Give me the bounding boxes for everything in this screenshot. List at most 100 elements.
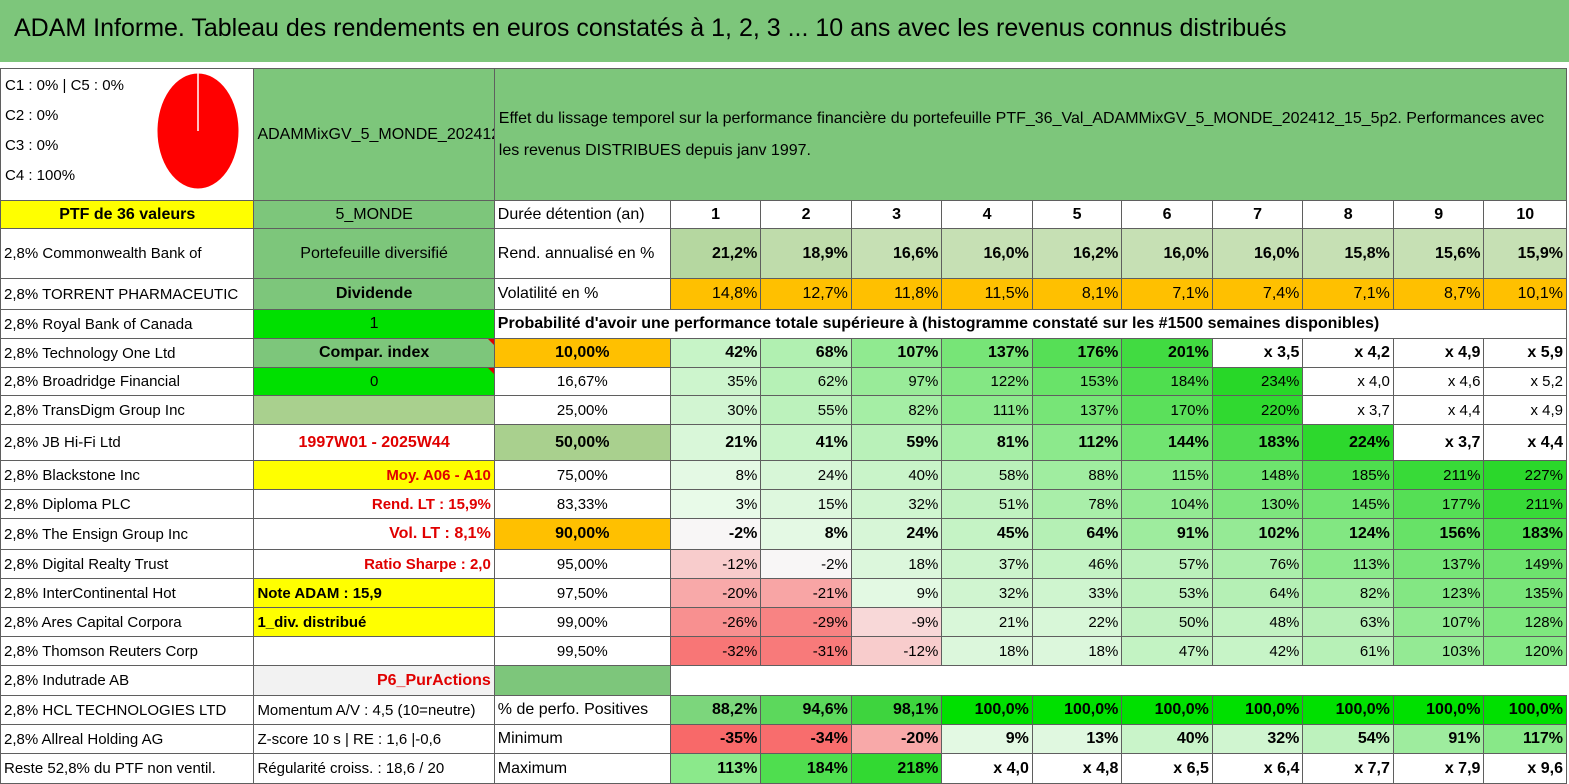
min-value: 13% — [1031, 724, 1123, 754]
max-value: x 4,0 — [941, 753, 1033, 784]
min-value: 9% — [941, 724, 1033, 754]
probability-value: 35% — [669, 367, 762, 396]
ptf-label: PTF de 36 valeurs — [0, 200, 255, 229]
probability-value: 22% — [1031, 607, 1123, 637]
probability-value: 32% — [850, 489, 943, 519]
legend-line4: C4 : 100% — [5, 167, 76, 184]
empty-cell — [253, 395, 495, 425]
min-value: -35% — [669, 724, 762, 754]
year-header: 2 — [760, 200, 852, 229]
probability-value: 91% — [1121, 518, 1213, 550]
max-value: 218% — [850, 753, 943, 784]
vol-value: 11,5% — [941, 278, 1033, 310]
probability-value: 30% — [669, 395, 762, 425]
legend-line3: C3 : 0% — [5, 137, 59, 154]
rend-value: 15,8% — [1302, 228, 1394, 279]
max-value: x 7,9 — [1392, 753, 1485, 784]
holding-item: 2,8% Royal Bank of Canada — [0, 309, 255, 339]
probability-value: 55% — [760, 395, 852, 425]
separator — [0, 62, 1569, 68]
probability-value: x 4,6 — [1392, 367, 1485, 396]
year-header: 10 — [1483, 200, 1567, 229]
empty-cell — [493, 665, 671, 696]
min-value: 32% — [1211, 724, 1304, 754]
probability-value: 145% — [1302, 489, 1394, 519]
probability-value: x 4,2 — [1302, 338, 1394, 368]
probability-value: 148% — [1211, 460, 1304, 490]
pos-value: 88,2% — [669, 695, 762, 725]
pos-value: 100,0% — [1031, 695, 1123, 725]
table-row: PTF de 36 valeurs 5_MONDE Durée détention … — [0, 200, 1567, 229]
div-mode-label: 1_div. distribué — [253, 607, 495, 637]
year-header: 7 — [1211, 200, 1304, 229]
year-header: 4 — [941, 200, 1033, 229]
rend-lt-label: Rend. LT : 15,9% — [253, 489, 495, 519]
probability-value: -21% — [760, 578, 852, 608]
year-header: 5 — [1031, 200, 1123, 229]
holding-item: 2,8% Broadridge Financial — [0, 367, 255, 396]
year-header: 6 — [1121, 200, 1213, 229]
probability-value: 64% — [1031, 518, 1123, 550]
vol-value: 8,7% — [1392, 278, 1485, 310]
vol-value: 7,4% — [1211, 278, 1304, 310]
probability-value: 78% — [1031, 489, 1123, 519]
rend-label: Rend. annualisé en % — [493, 228, 671, 279]
probability-value: 176% — [1031, 338, 1123, 368]
probability-value: -31% — [760, 636, 852, 666]
probability-value: 122% — [941, 367, 1033, 396]
pos-value: 100,0% — [1483, 695, 1567, 725]
probability-value: 184% — [1121, 367, 1213, 396]
probability-value: -2% — [669, 518, 762, 550]
probability-value: 53% — [1121, 578, 1213, 608]
table-row: C1 : 0% | C5 : 0% C2 : 0% C3 : 0% C4 : 100%… — [0, 68, 1568, 201]
probability-value: 63% — [1302, 607, 1394, 637]
holding-item: 2,8% Indutrade AB — [0, 665, 255, 696]
probability-threshold: 16,67% — [493, 367, 671, 396]
holding-item: 2,8% Allreal Holding AG — [0, 724, 255, 754]
probability-value: 82% — [850, 395, 943, 425]
probability-value: 21% — [941, 607, 1033, 637]
holding-item: 2,8% JB Hi-Fi Ltd — [0, 424, 255, 461]
vol-value: 12,7% — [760, 278, 852, 310]
sharpe-label: Ratio Sharpe : 2,0 — [253, 549, 495, 579]
vol-label: Volatilité en % — [493, 278, 671, 310]
probability-value: x 4,9 — [1483, 395, 1567, 425]
table-row: 2,8% Digital Realty Trust Ratio Sharpe : … — [0, 549, 1567, 579]
rend-value: 15,6% — [1392, 228, 1485, 279]
probability-value: 59% — [850, 424, 943, 461]
probability-value: -26% — [669, 607, 762, 637]
probability-value: 135% — [1483, 578, 1567, 608]
probability-value: 124% — [1302, 518, 1394, 550]
probability-value: x 4,4 — [1392, 395, 1485, 425]
holding-item: 2,8% HCL TECHNOLOGIES LTD — [0, 695, 255, 725]
probability-value: 15% — [760, 489, 852, 519]
legend-line2: C2 : 0% — [5, 107, 59, 124]
max-value: x 4,8 — [1031, 753, 1123, 784]
allocation-pie-chart — [156, 72, 240, 190]
table-row: 2,8% Commonwealth Bank of Portefeuille di… — [0, 228, 1567, 279]
probability-threshold: 10,00% — [493, 338, 671, 368]
holding-item: 2,8% Commonwealth Bank of — [0, 228, 255, 279]
table-row: 2,8% Blackstone Inc Moy. A06 - A10 75,00% 8… — [0, 460, 1567, 490]
holding-item: Reste 52,8% du PTF non ventil. — [0, 753, 255, 784]
probability-value: 97% — [850, 367, 943, 396]
min-value: -20% — [850, 724, 943, 754]
probability-header: Probabilité d'avoir une performance tota… — [493, 309, 1568, 339]
probability-value: 185% — [1302, 460, 1394, 490]
table-row: 2,8% Royal Bank of Canada 1 Probabilité d'… — [0, 309, 1568, 339]
probability-value: x 5,9 — [1483, 338, 1567, 368]
pos-value: 98,1% — [850, 695, 943, 725]
table-row: 2,8% The Ensign Group Inc Vol. LT : 8,1% 9… — [0, 518, 1567, 550]
rend-value: 16,2% — [1031, 228, 1123, 279]
probability-value: 120% — [1483, 636, 1567, 666]
probability-value: 40% — [850, 460, 943, 490]
probability-value: 50% — [1121, 607, 1213, 637]
dividend-value: 1 — [253, 309, 495, 339]
rend-value: 16,0% — [941, 228, 1033, 279]
probability-value: 111% — [941, 395, 1033, 425]
vol-value: 14,8% — [669, 278, 762, 310]
probability-value: x 5,2 — [1483, 367, 1567, 396]
table-row: 2,8% TransDigm Group Inc 25,00% 30% 55% 82% 1… — [0, 395, 1567, 425]
rend-value: 21,2% — [669, 228, 762, 279]
holding-item: 2,8% The Ensign Group Inc — [0, 518, 255, 550]
